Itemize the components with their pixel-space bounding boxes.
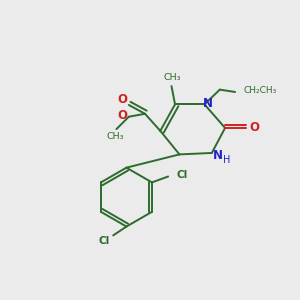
Text: CH₂CH₃: CH₂CH₃	[244, 86, 277, 95]
Text: O: O	[117, 109, 127, 122]
Text: CH₃: CH₃	[163, 74, 181, 82]
Text: N: N	[202, 97, 212, 110]
Text: O: O	[117, 93, 127, 106]
Text: Cl: Cl	[177, 170, 188, 180]
Text: Cl: Cl	[98, 236, 110, 246]
Text: CH₃: CH₃	[106, 132, 124, 141]
Text: H: H	[224, 155, 231, 165]
Text: O: O	[249, 122, 259, 134]
Text: N: N	[213, 149, 223, 162]
